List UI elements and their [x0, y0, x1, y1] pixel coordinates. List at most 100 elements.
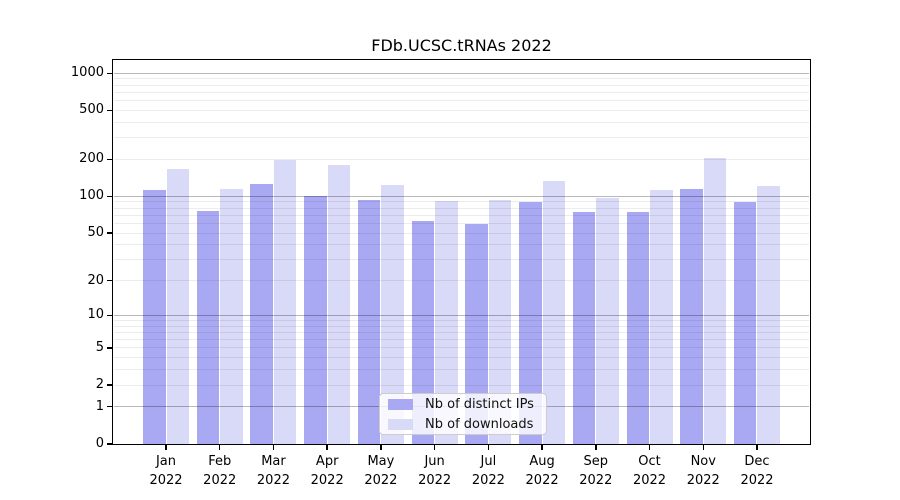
bar-distinct-ips — [572, 212, 596, 444]
legend-swatch-distinct-ips — [388, 398, 413, 410]
bar-downloads — [166, 169, 189, 444]
x-tick-mark-jul — [487, 445, 490, 450]
bar-distinct-ips — [411, 220, 435, 444]
x-tick-mark-oct — [648, 445, 651, 450]
y-tick-mark-20 — [107, 279, 112, 282]
gridline-8 — [114, 325, 809, 327]
gridline-80 — [114, 207, 809, 209]
y-tick-label: 200 — [79, 151, 104, 167]
gridline-70 — [114, 214, 809, 216]
x-tick-label: Sep 2022 — [579, 454, 613, 488]
bar-distinct-ips — [304, 195, 327, 444]
gridline-50 — [114, 232, 809, 234]
bar-downloads — [596, 197, 619, 444]
x-tick-label: Dec 2022 — [740, 454, 774, 488]
gridline-200 — [114, 158, 809, 160]
x-tick-mark-sep — [595, 445, 597, 450]
gridline-60 — [114, 222, 809, 224]
x-tick-label: May 2022 — [364, 454, 398, 488]
y-tick-mark-50 — [107, 232, 112, 234]
x-tick-mark-nov — [702, 445, 704, 450]
x-tick-mark-jan — [165, 445, 167, 450]
bar-distinct-ips — [357, 200, 381, 444]
legend-item-distinct-ips: Nb of distinct IPs — [380, 394, 546, 414]
gridline-1000 — [114, 72, 809, 74]
bar-downloads — [703, 157, 727, 444]
legend: Nb of distinct IPs Nb of downloads — [379, 393, 547, 435]
x-tick-label: Jan 2022 — [149, 454, 183, 488]
x-tick-label: Feb 2022 — [203, 454, 237, 488]
bar-downloads — [542, 181, 566, 444]
bar-downloads — [435, 201, 458, 444]
y-tick-label: 5 — [95, 339, 104, 355]
bar-distinct-ips — [143, 190, 166, 444]
bar-downloads — [650, 190, 673, 444]
gridline-600 — [114, 100, 809, 102]
gridline-500 — [114, 109, 809, 111]
gridline-100 — [114, 195, 809, 197]
gridline-5 — [114, 347, 809, 349]
y-tick-label: 50 — [87, 225, 104, 241]
bar-downloads — [273, 160, 297, 444]
bar-downloads — [381, 185, 404, 444]
x-tick-label: Oct 2022 — [632, 454, 667, 488]
x-tick-label: Aug 2022 — [525, 454, 559, 488]
x-tick-label: Apr 2022 — [310, 454, 344, 488]
gridline-6 — [114, 339, 809, 341]
gridline-9 — [114, 319, 809, 321]
gridline-2 — [114, 384, 809, 386]
y-tick-label: 10 — [87, 307, 104, 323]
gridline-7 — [114, 331, 809, 333]
chart-title: FDb.UCSC.tRNAs 2022 — [371, 36, 552, 55]
legend-swatch-downloads — [388, 418, 413, 430]
bar-distinct-ips — [465, 224, 488, 444]
gridline-3 — [114, 369, 809, 371]
x-tick-label: Nov 2022 — [686, 454, 720, 488]
gridline-300 — [114, 137, 809, 139]
gridline-800 — [114, 84, 809, 86]
y-tick-mark-2 — [107, 384, 112, 386]
y-tick-label: 100 — [79, 188, 104, 204]
gridline-40 — [114, 244, 809, 246]
y-tick-label: 500 — [79, 102, 104, 118]
x-tick-mark-feb — [219, 445, 221, 450]
bar-downloads — [220, 189, 243, 444]
x-tick-mark-may — [380, 445, 382, 450]
y-tick-mark-500 — [107, 109, 112, 112]
y-tick-mark-10 — [107, 314, 112, 317]
x-tick-mark-dec — [756, 445, 758, 450]
gridline-900 — [114, 78, 809, 80]
y-tick-label: 1 — [95, 398, 104, 414]
y-tick-label: 0 — [95, 436, 104, 451]
bar-distinct-ips — [250, 183, 273, 444]
bar-downloads — [488, 200, 512, 444]
y-tick-mark-0 — [107, 443, 112, 445]
x-tick-mark-jun — [433, 445, 436, 450]
gridline-20 — [114, 280, 809, 282]
y-tick-label: 20 — [87, 272, 104, 288]
bar-downloads — [327, 165, 351, 444]
y-tick-mark-1 — [107, 406, 112, 408]
y-tick-mark-200 — [107, 158, 112, 161]
y-tick-mark-5 — [107, 347, 112, 349]
legend-label-downloads: Nb of downloads — [425, 416, 534, 432]
y-tick-label: 1000 — [70, 65, 104, 81]
legend-item-downloads: Nb of downloads — [380, 414, 546, 434]
y-tick-mark-1000 — [107, 72, 112, 74]
gridline-4 — [114, 357, 809, 359]
gridline-400 — [114, 121, 809, 123]
bar-downloads — [757, 185, 780, 444]
y-tick-label: 2 — [95, 377, 104, 393]
x-tick-mark-mar — [272, 445, 275, 450]
x-tick-mark-apr — [326, 445, 328, 450]
gridline-10 — [114, 314, 809, 316]
bar-distinct-ips — [626, 211, 650, 444]
gridline-90 — [114, 201, 809, 203]
bar-distinct-ips — [680, 189, 703, 444]
gridline-30 — [114, 259, 809, 261]
x-tick-label: Jun 2022 — [418, 454, 452, 488]
